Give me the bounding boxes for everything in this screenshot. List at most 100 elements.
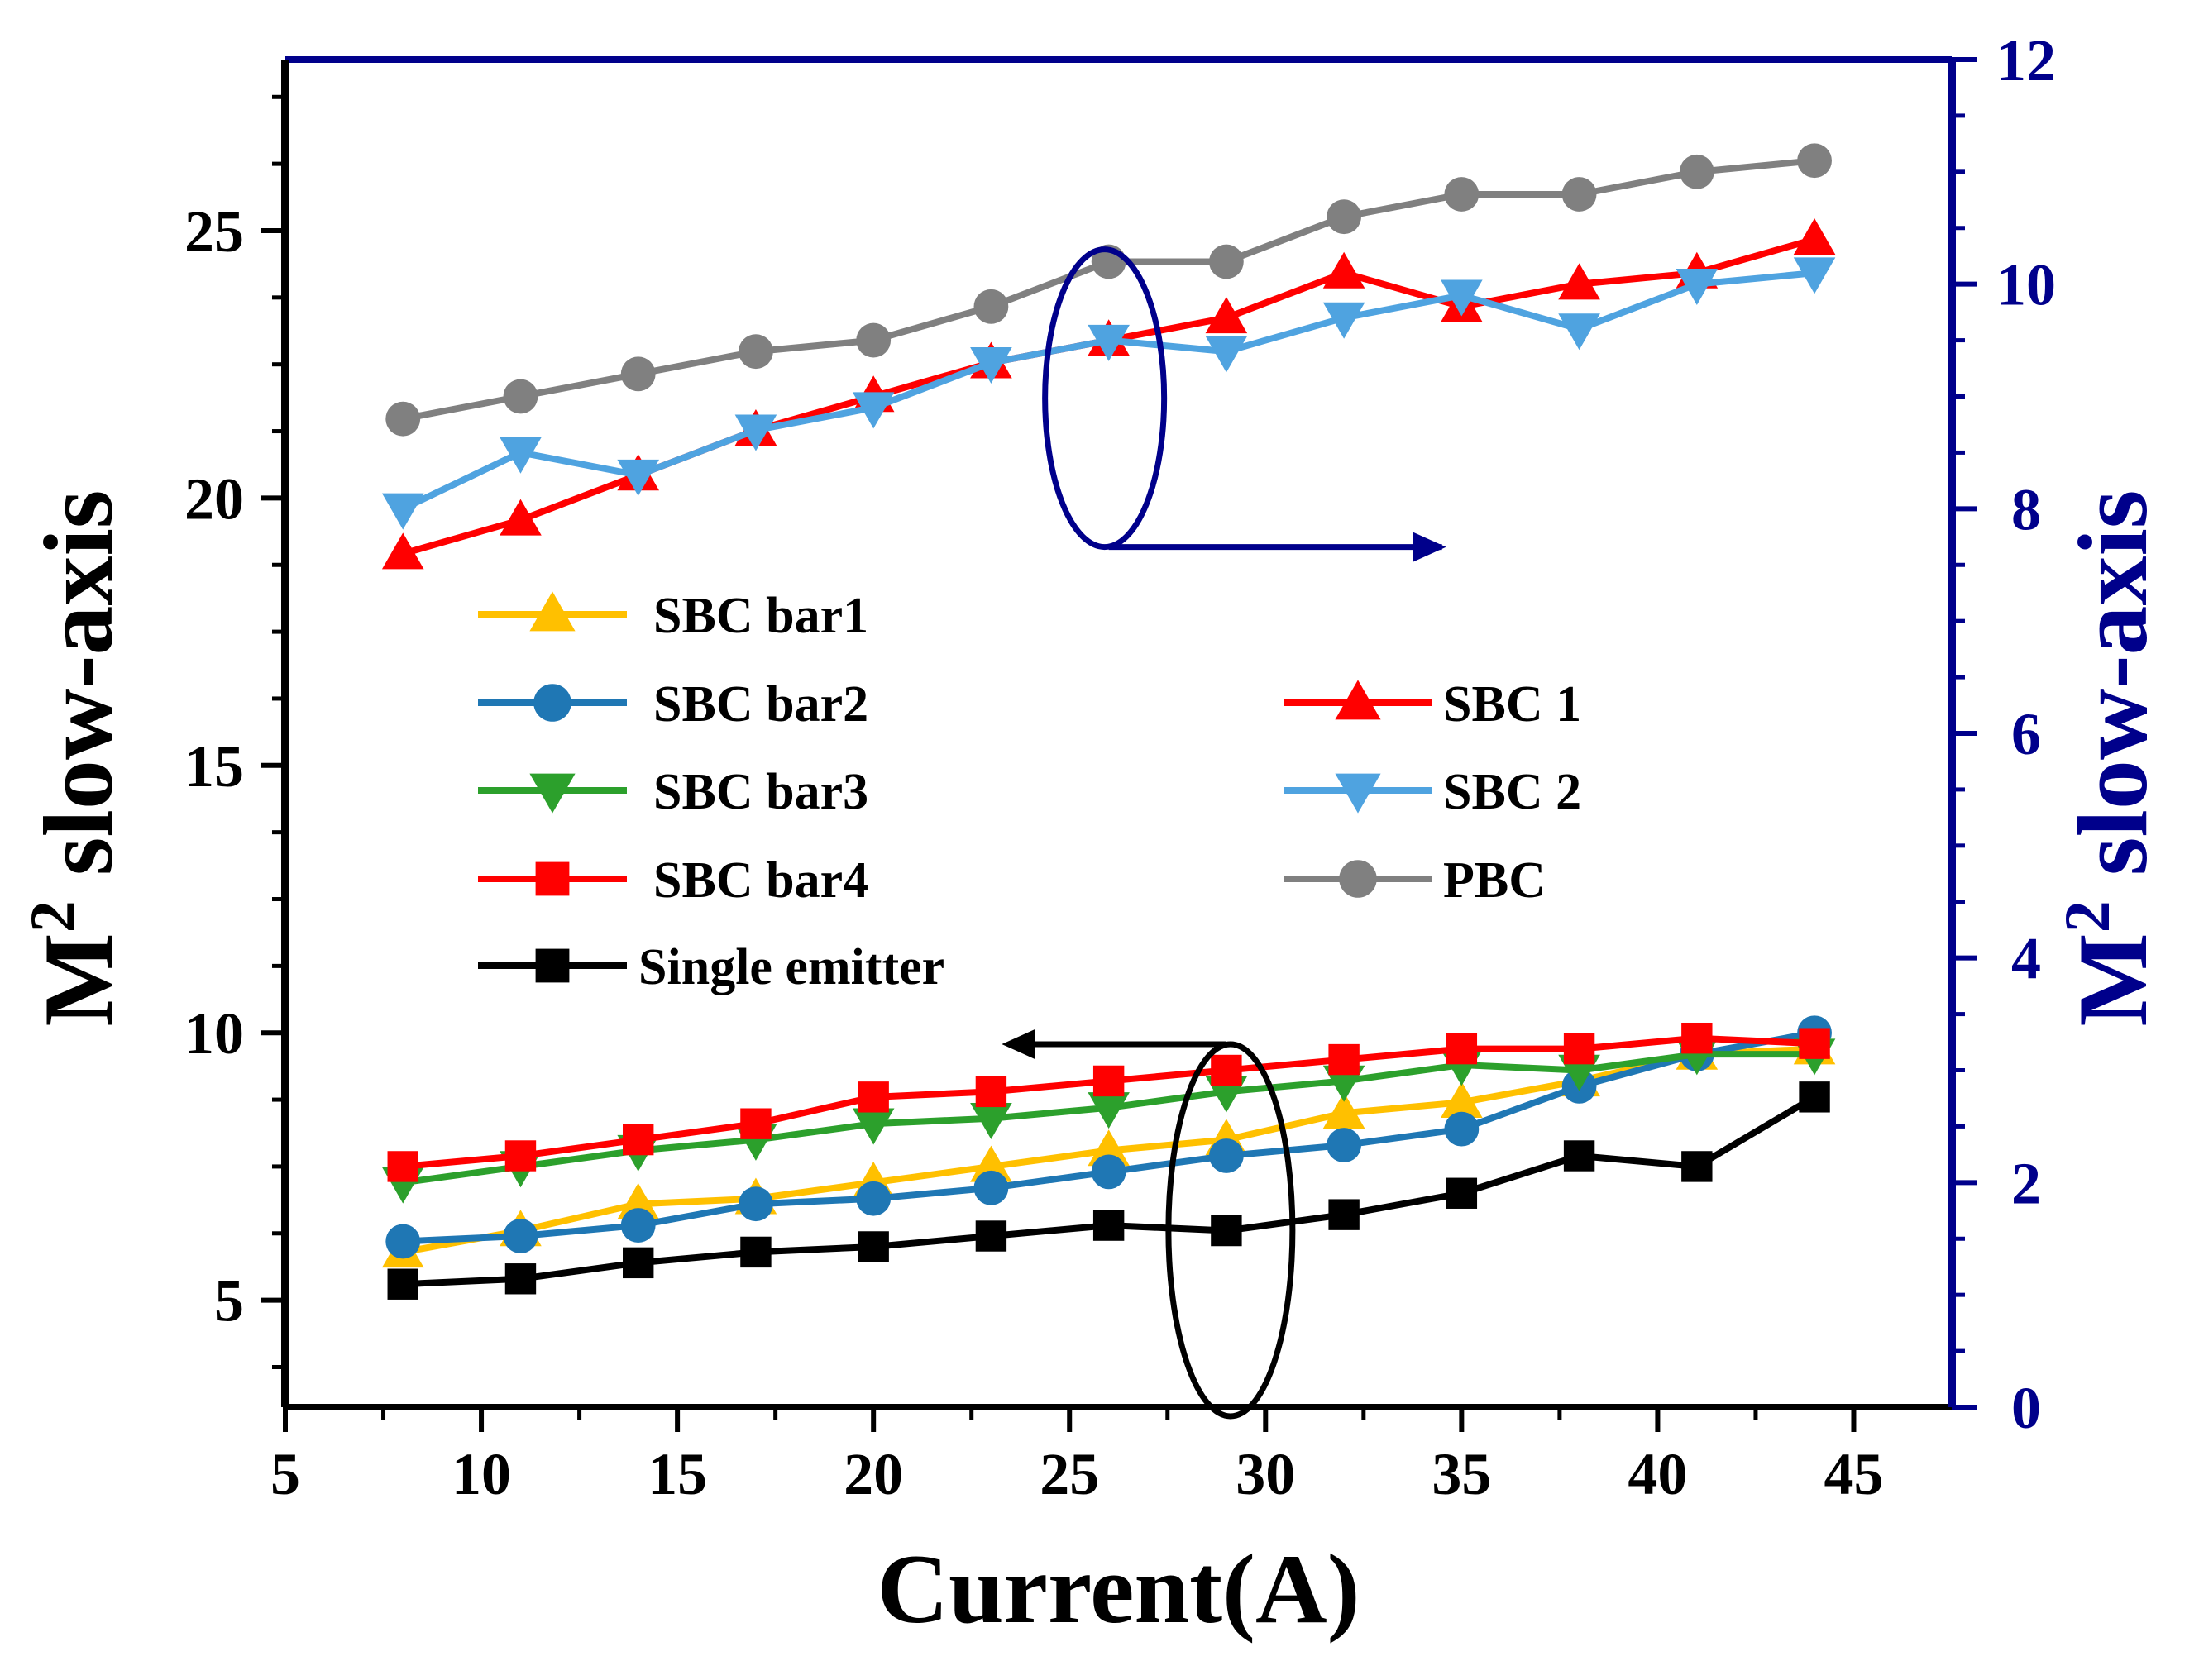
left-axis-indicator xyxy=(1002,1029,1296,1420)
data-point-single-emitter xyxy=(1563,1140,1595,1172)
y-right-tick-label: 2 xyxy=(2011,1150,2041,1216)
data-point-sbc-bar4 xyxy=(504,1140,537,1172)
y-right-axis-title: M2 slow-axis xyxy=(2051,490,2168,1027)
data-point-pbc xyxy=(973,289,1009,324)
data-point-sbc-bar4 xyxy=(387,1151,418,1182)
legend-item-sbc-2: SBC 2 xyxy=(1284,764,1581,820)
x-tick-label: 15 xyxy=(648,1441,707,1507)
indicator-ellipse xyxy=(1165,1041,1296,1420)
y-left-tick-label: 5 xyxy=(214,1268,244,1334)
legend-label: SBC 1 xyxy=(1443,676,1581,733)
data-point-sbc-bar2 xyxy=(503,1219,538,1253)
y-right-tick-label: 12 xyxy=(1996,27,2056,93)
data-point-sbc-bar2 xyxy=(1208,1138,1244,1173)
data-point-pbc xyxy=(1561,177,1597,212)
legend-label: SBC bar2 xyxy=(653,676,868,733)
data-point-sbc-bar4 xyxy=(1211,1054,1242,1086)
data-point-pbc xyxy=(503,379,538,414)
data-point-sbc-2 xyxy=(1088,324,1130,361)
data-point-pbc xyxy=(739,334,773,370)
data-point-sbc-bar3 xyxy=(970,1103,1012,1140)
data-point-single-emitter xyxy=(1446,1177,1478,1209)
data-point-sbc-bar1 xyxy=(1322,1091,1365,1129)
right-axis-indicator xyxy=(1042,246,1446,562)
axes: 5 10 15 20 25 30 35 40 45 5 10 15 20 25 0 2 4 6 8 10 12 xyxy=(184,27,2056,1507)
x-tick-label: 20 xyxy=(844,1441,903,1507)
data-point-sbc-bar2 xyxy=(1327,1128,1362,1162)
x-tick-label: 40 xyxy=(1628,1441,1687,1507)
data-point-sbc-2 xyxy=(734,414,777,451)
data-point-sbc-bar1 xyxy=(1441,1081,1483,1119)
axis-title-rest: slow-axis xyxy=(23,490,133,901)
data-point-sbc-1 xyxy=(1793,218,1836,255)
series-single-emitter xyxy=(387,1081,1830,1300)
y-left-tick-label: 10 xyxy=(184,1000,244,1067)
legend-item-pbc: PBC xyxy=(1284,852,1546,909)
data-point-sbc-bar1 xyxy=(617,1182,660,1219)
indicator-ellipse xyxy=(1042,246,1168,551)
data-point-pbc xyxy=(1797,143,1832,179)
data-point-sbc-bar4 xyxy=(623,1124,654,1156)
data-point-sbc-bar4 xyxy=(1092,1065,1125,1097)
legend-marker xyxy=(1335,773,1381,814)
legend-item-sbc-bar3: SBC bar3 xyxy=(478,764,868,820)
data-point-single-emitter xyxy=(975,1220,1007,1252)
data-point-sbc-bar1 xyxy=(970,1145,1012,1182)
series-pbc xyxy=(385,143,1832,437)
data-point-sbc-bar4 xyxy=(740,1108,772,1139)
data-point-sbc-bar2 xyxy=(385,1224,421,1259)
data-point-sbc-2 xyxy=(852,392,895,429)
axis-title-superscript: 2 xyxy=(17,900,88,933)
data-point-single-emitter xyxy=(387,1268,418,1300)
legend-label: SBC bar1 xyxy=(653,588,868,644)
data-point-single-emitter xyxy=(1092,1210,1125,1241)
legend-item-single-emitter: Single emitter xyxy=(478,939,944,995)
data-point-pbc xyxy=(1444,177,1480,212)
y-right-tick-label: 4 xyxy=(2011,926,2041,992)
indicator-arrowhead xyxy=(1002,1029,1035,1059)
y-right-tick-label: 10 xyxy=(1996,252,2056,318)
legend-label: SBC 2 xyxy=(1443,764,1581,820)
axis-title-base: M xyxy=(23,933,133,1026)
data-point-sbc-2 xyxy=(1793,257,1836,294)
legend-marker xyxy=(535,861,570,896)
data-point-pbc xyxy=(856,322,892,358)
x-axis-title: Current(A) xyxy=(877,1534,1360,1644)
axis-title-superscript: 2 xyxy=(2051,900,2123,933)
data-point-sbc-2 xyxy=(1558,313,1600,351)
data-point-sbc-2 xyxy=(500,437,542,474)
axis-title-rest: slow-axis xyxy=(2058,490,2168,901)
data-point-sbc-2 xyxy=(1441,279,1483,317)
x-tick-label: 45 xyxy=(1824,1441,1883,1507)
data-point-sbc-1 xyxy=(1558,263,1600,300)
data-point-pbc xyxy=(1327,199,1362,235)
data-point-single-emitter xyxy=(1211,1215,1242,1247)
data-point-sbc-2 xyxy=(381,493,424,530)
data-point-sbc-bar2 xyxy=(973,1170,1009,1205)
x-tick-label: 35 xyxy=(1432,1441,1491,1507)
series-sbc-2 xyxy=(381,257,1836,530)
data-point-sbc-bar2 xyxy=(739,1186,773,1222)
data-point-sbc-bar4 xyxy=(1328,1043,1360,1076)
data-point-single-emitter xyxy=(1799,1081,1830,1113)
legend-label: Single emitter xyxy=(638,939,944,995)
y-left-tick-label: 15 xyxy=(184,733,244,799)
data-point-sbc-1 xyxy=(500,499,542,536)
y-left-tick-label: 20 xyxy=(184,465,244,532)
data-point-sbc-bar4 xyxy=(1563,1033,1595,1065)
legend-marker xyxy=(529,591,576,632)
series-lines xyxy=(381,143,1836,1300)
data-point-sbc-1 xyxy=(1205,297,1248,334)
series-sbc-bar4 xyxy=(387,1022,1830,1182)
legend-label: SBC bar3 xyxy=(653,764,868,820)
x-tick-label: 25 xyxy=(1040,1441,1099,1507)
legend-item-sbc-bar2: SBC bar2 xyxy=(478,676,868,733)
data-point-sbc-2 xyxy=(970,347,1012,384)
data-point-sbc-2 xyxy=(617,459,660,496)
indicator-arrowhead xyxy=(1413,532,1446,562)
data-point-sbc-bar3 xyxy=(852,1108,895,1145)
y-left-tick-label: 25 xyxy=(184,198,244,265)
data-point-sbc-bar2 xyxy=(620,1208,656,1243)
data-point-sbc-2 xyxy=(1322,302,1365,339)
